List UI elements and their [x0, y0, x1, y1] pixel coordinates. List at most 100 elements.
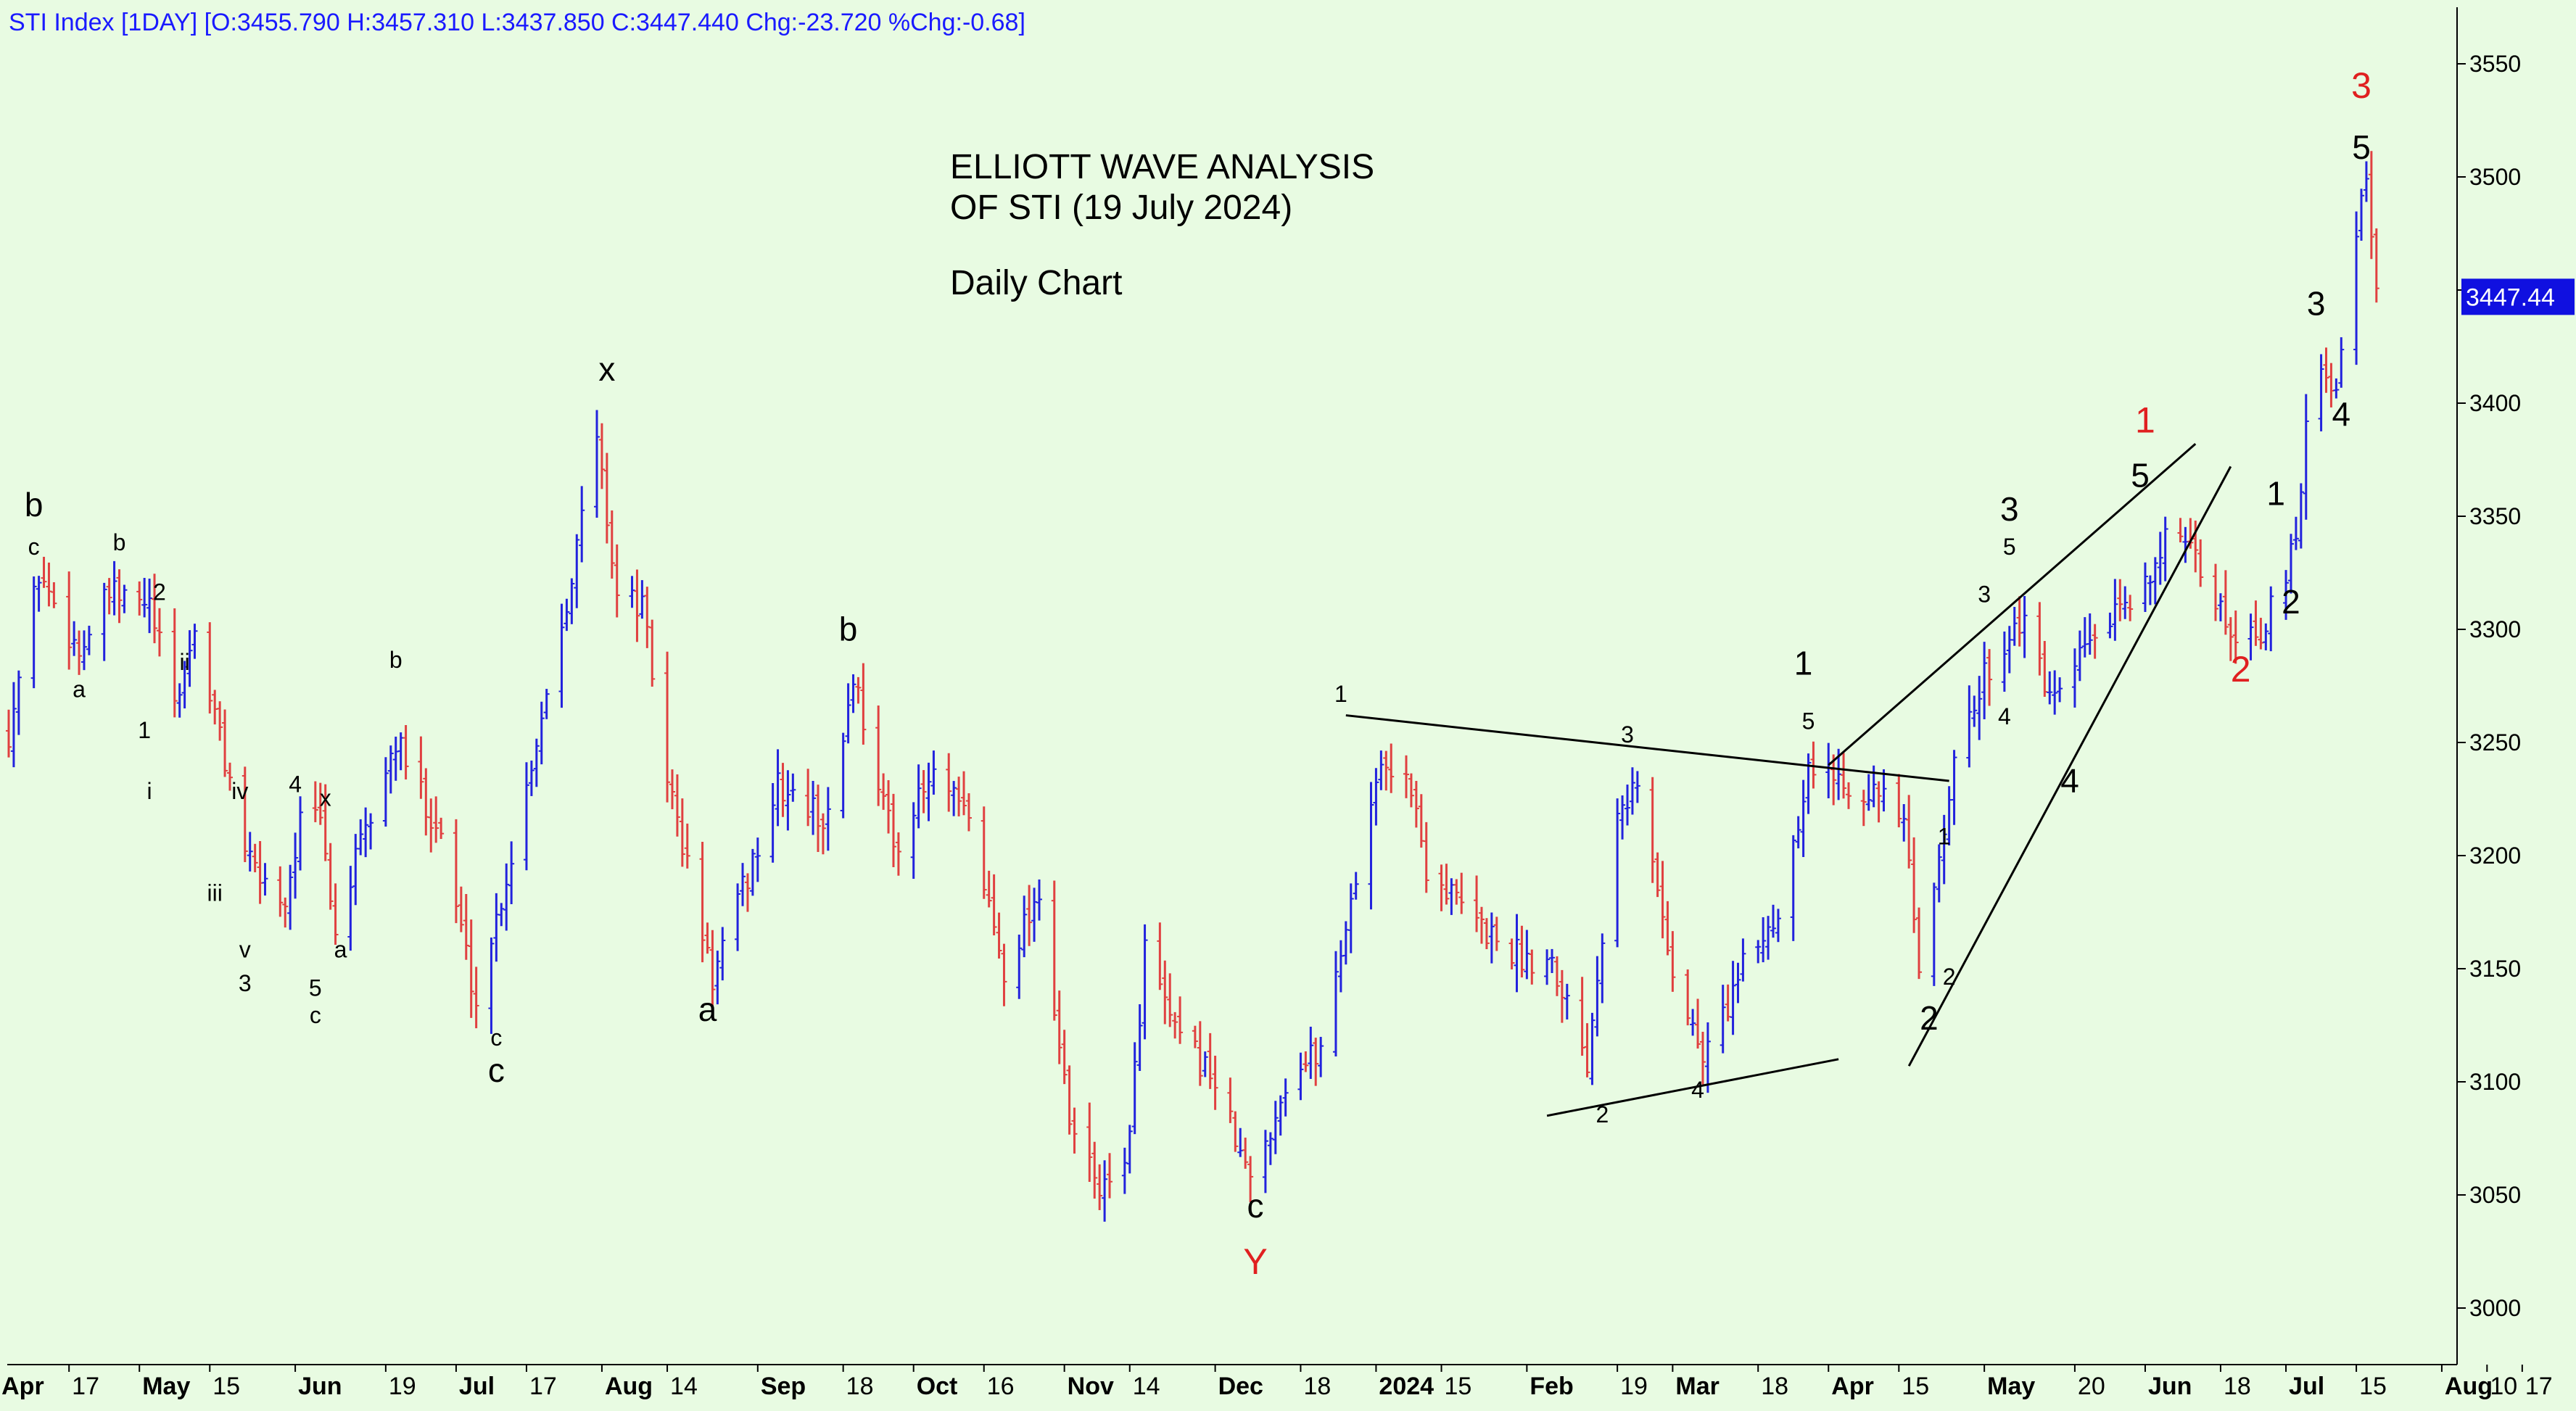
wave-label: 3	[2351, 65, 2371, 106]
last-price-tag: 3447.44	[2461, 278, 2575, 315]
trendline	[1828, 443, 2197, 766]
y-tick-label: 3300	[2469, 616, 2521, 642]
x-tick-label: Dec	[1218, 1373, 1263, 1400]
wave-label: 4	[289, 771, 302, 798]
wave-label: 3	[239, 970, 252, 996]
x-tick-label: 19	[389, 1373, 416, 1400]
x-tick-label: 17	[2525, 1373, 2553, 1400]
x-tick-label: 19	[1620, 1373, 1648, 1400]
wave-label: b	[839, 611, 858, 648]
wave-label: ii	[179, 649, 189, 675]
wave-label: 3	[1978, 582, 1991, 608]
wave-label: 5	[1802, 708, 1815, 734]
ohlc-bars	[6, 151, 2379, 1222]
wave-label: 4	[1998, 703, 2011, 729]
wave-label: x	[320, 785, 331, 811]
wave-label: 1	[138, 717, 151, 743]
wave-label: 3	[1621, 721, 1634, 748]
wave-label: 2	[2282, 583, 2300, 621]
y-tick-label: 3100	[2469, 1069, 2521, 1095]
wave-label: c	[310, 1002, 321, 1028]
last-price-tag-value: 3447.44	[2466, 284, 2555, 311]
x-tick-label: Apr	[1, 1373, 44, 1400]
trendline	[1345, 714, 1949, 782]
wave-label: c	[488, 1051, 505, 1089]
trendline	[1907, 465, 2232, 1067]
y-tick-label: 3150	[2469, 956, 2521, 982]
chart-title-line-3: Daily Chart	[950, 264, 1122, 302]
x-tick-label: May	[142, 1373, 190, 1400]
y-tick-label: 3050	[2469, 1182, 2521, 1208]
x-tick-label: 14	[1133, 1373, 1160, 1400]
x-tick-label: May	[1987, 1373, 2035, 1400]
x-tick-label: Jul	[459, 1373, 495, 1400]
trendline	[1546, 1058, 1839, 1117]
wave-label: 2	[1943, 964, 1956, 990]
wave-label: 1	[2135, 400, 2155, 441]
wave-label: 4	[2060, 762, 2079, 800]
wave-label: 2	[1920, 999, 1939, 1037]
x-tick-label: 17	[72, 1373, 99, 1400]
wave-label: 3	[2307, 284, 2326, 322]
x-tick-label: 15	[1902, 1373, 1929, 1400]
wave-label: 3	[2000, 490, 2019, 528]
x-tick-label: 15	[1445, 1373, 1472, 1400]
wave-label: a	[334, 936, 347, 962]
x-axis: Apr 17 May 15 Jun 19 Jul 17 Aug 14 Sep 18 Oct 16 Nov 14…	[1, 1365, 2553, 1400]
x-tick-label: Apr	[1831, 1373, 1874, 1400]
x-tick-label: 20	[2078, 1373, 2105, 1400]
x-tick-label: 15	[212, 1373, 240, 1400]
wave-label: 1	[1794, 644, 1813, 682]
wave-label: 4	[1691, 1077, 1704, 1103]
wave-label: 1	[1334, 681, 1347, 707]
wave-label: 5	[2131, 456, 2150, 494]
x-tick-label: 16	[987, 1373, 1015, 1400]
wave-label: 1	[1938, 823, 1951, 849]
x-tick-label: Jun	[298, 1373, 342, 1400]
wave-label: c	[1247, 1187, 1264, 1225]
wave-label: i	[147, 778, 152, 804]
chart-title-line-1: ELLIOTT WAVE ANALYSIS	[950, 148, 1374, 186]
trendlines	[1345, 443, 2232, 1117]
x-tick-label: Mar	[1675, 1373, 1719, 1400]
x-tick-label: Nov	[1068, 1373, 1114, 1400]
x-tick-label: 17	[529, 1373, 557, 1400]
x-tick-label: 18	[1761, 1373, 1788, 1400]
x-tick-label: 15	[2359, 1373, 2387, 1400]
x-tick-label: Aug	[2445, 1373, 2493, 1400]
wave-label: iii	[207, 880, 223, 906]
last-price-tag-box	[2461, 278, 2575, 315]
wave-label: b	[389, 647, 402, 673]
x-tick-label: Jun	[2148, 1373, 2192, 1400]
x-tick-label: 10	[2490, 1373, 2517, 1400]
wave-label: 2	[153, 579, 166, 605]
y-tick-label: 3000	[2469, 1295, 2521, 1321]
wave-label: Y	[1243, 1241, 1267, 1282]
x-tick-label: Aug	[605, 1373, 653, 1400]
y-tick-label: 3400	[2469, 390, 2521, 416]
x-tick-label: Feb	[1530, 1373, 1573, 1400]
x-tick-label: Oct	[917, 1373, 958, 1400]
chart-header: STI Index [1DAY] [O:3455.790 H:3457.310 …	[9, 9, 1025, 36]
y-tick-label: 3550	[2469, 51, 2521, 77]
wave-label: 5	[2352, 128, 2371, 166]
wave-label: 2	[1595, 1101, 1609, 1127]
y-tick-label: 3250	[2469, 729, 2521, 756]
y-tick-label: 3200	[2469, 843, 2521, 869]
wave-label: 2	[2231, 649, 2251, 690]
wave-label: b	[25, 486, 44, 524]
chart-title-line-2: OF STI (19 July 2024)	[950, 189, 1292, 227]
x-tick-label: 18	[846, 1373, 874, 1400]
x-tick-label: 18	[2224, 1373, 2251, 1400]
wave-label: iv	[231, 778, 248, 804]
wave-label: 5	[2003, 534, 2016, 560]
wave-label: x	[598, 350, 615, 388]
wave-label: c	[28, 534, 40, 560]
wave-label: a	[73, 676, 86, 703]
wave-label: b	[113, 529, 126, 555]
x-tick-label: 14	[670, 1373, 698, 1400]
wave-label: v	[239, 936, 251, 962]
